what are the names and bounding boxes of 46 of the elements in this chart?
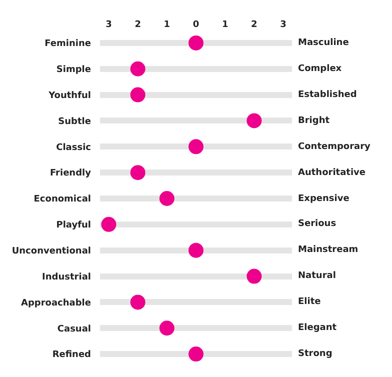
x-tick-label: 0 [192,20,200,30]
y-tick-label: Classic [56,142,91,153]
point [188,346,204,362]
y2-tick-label: Serious [298,219,336,229]
y-tick-label: Approachable [21,298,91,308]
x-tick-label: 2 [251,20,258,30]
y-tick-label: Economical [34,194,91,205]
point [130,165,146,180]
point [188,242,204,258]
y-tick-label: Friendly [50,168,92,179]
point [101,216,116,232]
y2-tick-label: Strong [298,349,332,359]
point [188,35,204,50]
y-tick-label: Refined [52,350,91,360]
y-tick-label: Unconventional [12,246,91,256]
x-tick-label: 3 [280,20,286,30]
point [130,61,146,76]
y-tick-label: Simple [56,65,91,76]
point [246,113,262,128]
x-tick-label: 1 [222,20,228,30]
y2-tick-label: Elegant [298,323,338,333]
y2-tick-label: Masculine [298,38,349,48]
y-tick-label: Youthful [48,90,91,101]
y2-tick-label: Elite [298,297,321,307]
y-tick-label: Subtle [58,116,91,127]
y2-tick-label: Expensive [298,194,350,204]
point [246,268,262,284]
x-tick-label: 3 [106,20,112,30]
y2-tick-label: Bright [298,116,330,126]
y2-tick-label: Authoritative [298,168,366,178]
y-tick-label: Casual [57,324,91,334]
y2-tick-label: Complex [298,64,342,74]
y-tick-label: Playful [56,220,91,231]
point [159,320,174,336]
x-tick-label: 2 [134,20,141,30]
y2-tick-label: Contemporary [298,142,371,152]
point [188,139,204,154]
point [130,294,146,310]
y2-tick-label: Established [298,90,357,100]
y2-tick-label: Mainstream [298,245,358,255]
y-tick-label: Feminine [44,39,91,50]
point [130,87,146,102]
y2-tick-label: Natural [298,271,336,281]
point [159,191,174,206]
x-tick-label: 1 [164,20,170,30]
y-tick-label: Industrial [42,272,91,282]
